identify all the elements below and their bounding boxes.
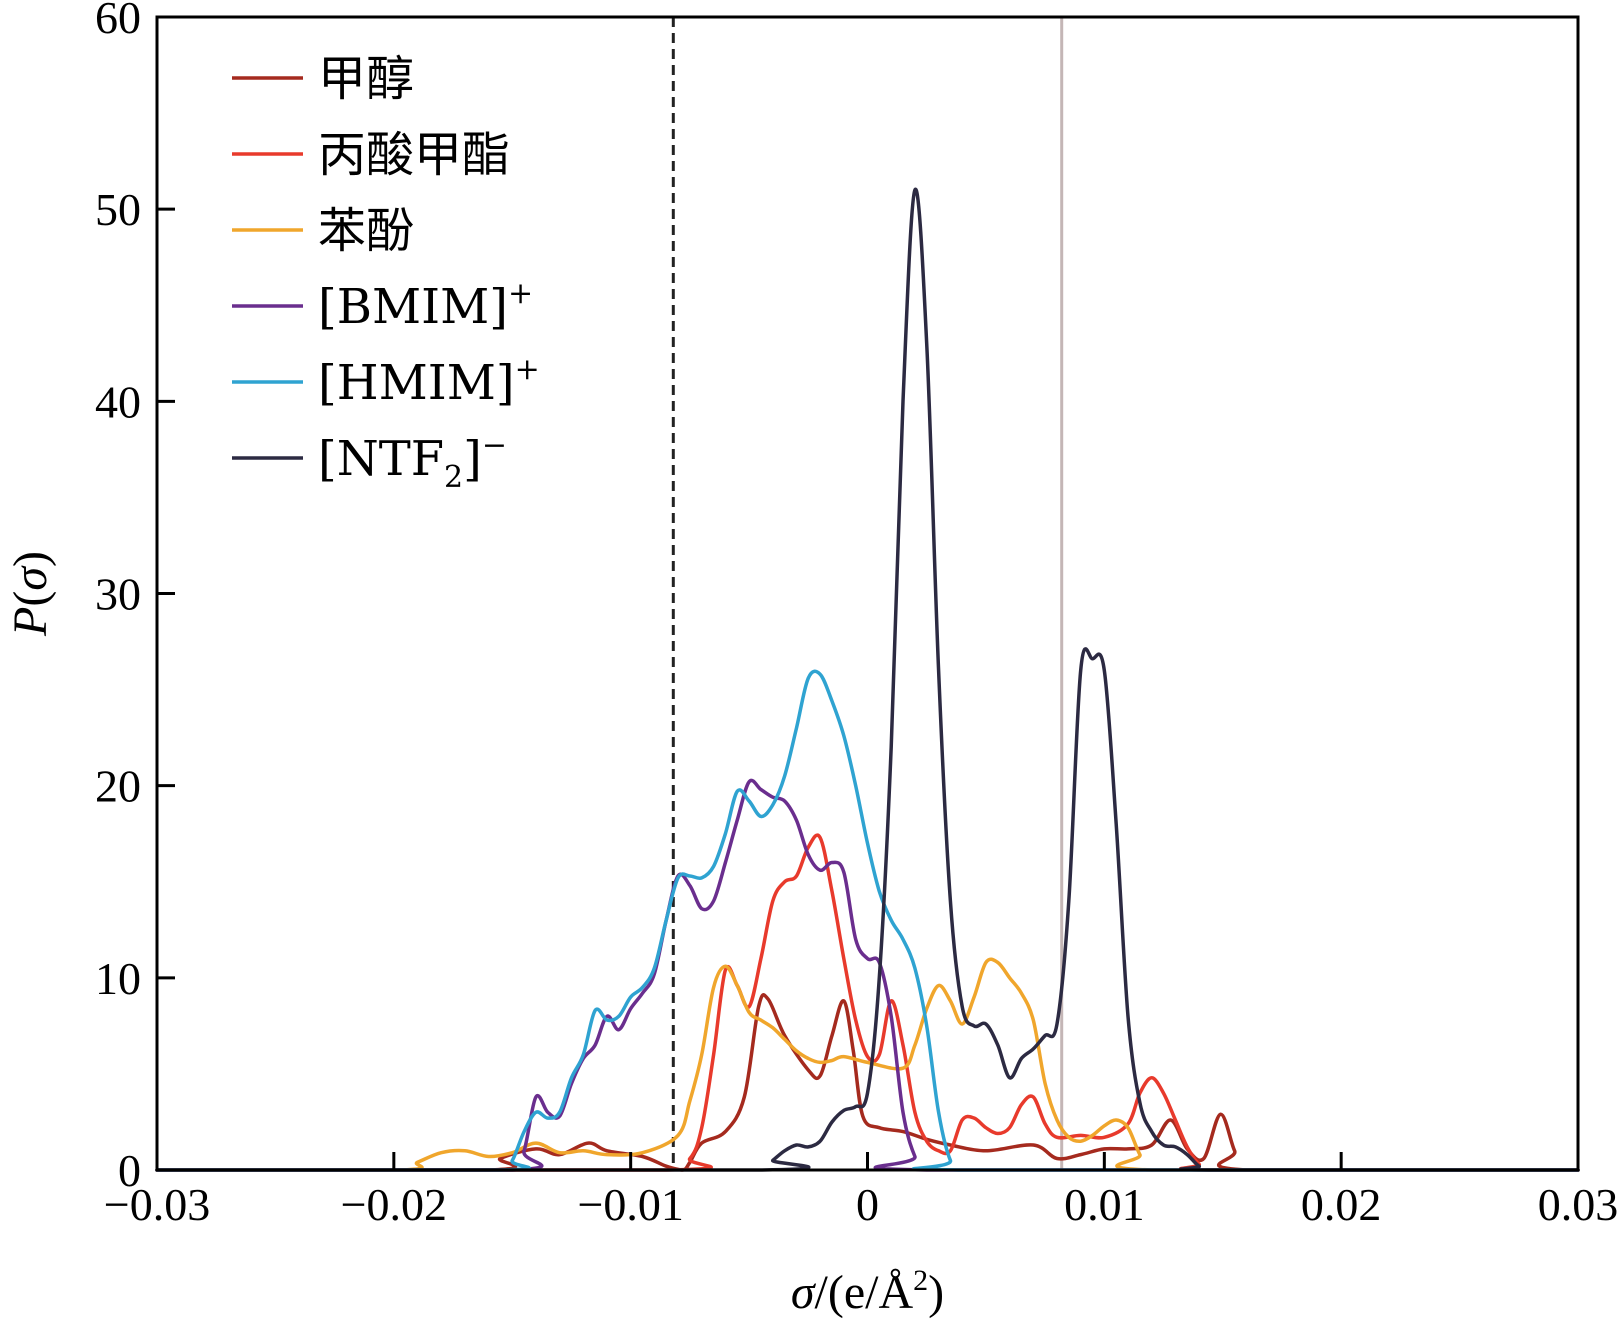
series-line-6 [155,187,1580,1172]
series-line-5 [155,669,1580,1172]
legend-label-text: 丙酸甲酯 [318,127,510,183]
x-tick-label: −0.02 [341,1179,447,1230]
legend-label-1: 甲醇 [318,51,414,107]
legend-label-text: [BMIM] [318,279,508,335]
series-line-2 [155,833,1580,1172]
y-axis-title-sigma: σ [4,565,57,591]
x-axis-title-sup: 2 [913,1264,928,1297]
legend-label-text: 苯酚 [318,203,414,259]
legend-label-superscript: + [515,352,540,387]
legend-label-text: [NTF [318,431,444,487]
legend-label-6: [NTF2]− [318,428,507,495]
y-tick-label: 40 [95,376,141,427]
x-axis-title: σ/(e/Å2) [791,1264,944,1319]
y-tick-label: 30 [95,569,141,620]
y-tick-label: 10 [95,953,141,1004]
legend-label-text: 甲醇 [318,51,414,107]
axis-ticks: −0.03 −0.02 −0.01 0 0.01 0.02 0.03 0 10 20 30 40 50 6… [95,0,1618,1230]
legend-label-subscript: 2 [444,460,463,495]
legend-label-superscript: + [508,276,533,311]
legend-label-2: 丙酸甲酯 [318,127,510,183]
x-tick-label: 0.01 [1064,1179,1145,1230]
x-tick-label: 0.03 [1538,1179,1619,1230]
y-tick-label: 0 [118,1145,141,1196]
y-axis-title: P(σ) [4,551,57,637]
reference-lines [671,17,1064,1170]
y-axis-title-open: ( [4,591,57,607]
x-axis-title-unit: /(e/Å [815,1266,914,1319]
x-tick-label: −0.01 [577,1179,683,1230]
y-tick-label: 60 [95,0,141,43]
legend-label-4: [BMIM]+ [318,276,533,335]
legend-label-close: ] [463,431,482,487]
x-axis-title-sigma: σ [791,1266,817,1319]
legend-label-3: 苯酚 [318,203,414,259]
series-line-4 [155,778,1580,1172]
legend-label-text: [HMIM] [318,355,515,411]
plot-frame [155,15,1580,1172]
x-axis-title-close: ) [928,1266,944,1319]
x-tick-label: 0.02 [1301,1179,1382,1230]
y-tick-label: 50 [95,184,141,235]
x-tick-label: 0 [856,1179,879,1230]
x-tick-label: −0.03 [104,1179,210,1230]
series-line-3 [155,957,1580,1172]
y-axis-title-p: P [4,607,57,637]
series-line-1 [155,993,1580,1172]
legend-label-superscript: − [482,428,507,463]
series-layer [155,187,1580,1172]
legend-label-5: [HMIM]+ [318,352,540,411]
y-tick-label: 20 [95,761,141,812]
y-axis-title-close: ) [4,551,57,567]
